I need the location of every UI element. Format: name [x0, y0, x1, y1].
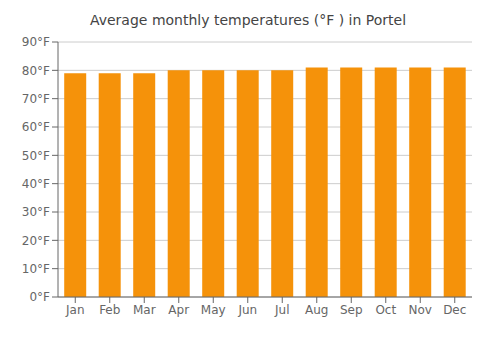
svg-text:Apr: Apr [168, 303, 189, 317]
svg-text:80°F: 80°F [22, 64, 50, 78]
svg-text:Mar: Mar [133, 303, 156, 317]
svg-text:60°F: 60°F [22, 120, 50, 134]
svg-text:40°F: 40°F [22, 177, 50, 191]
svg-text:Dec: Dec [443, 303, 466, 317]
svg-text:70°F: 70°F [22, 92, 50, 106]
svg-text:May: May [201, 303, 226, 317]
svg-text:Jun: Jun [237, 303, 257, 317]
svg-text:Oct: Oct [375, 303, 396, 317]
svg-text:10°F: 10°F [22, 262, 50, 276]
svg-text:30°F: 30°F [22, 205, 50, 219]
svg-text:Jul: Jul [274, 303, 289, 317]
svg-text:Aug: Aug [305, 303, 328, 317]
svg-text:Feb: Feb [99, 303, 120, 317]
svg-text:Jan: Jan [65, 303, 85, 317]
svg-text:0°F: 0°F [29, 290, 50, 304]
html-text:Average monthly temperatures (: Average monthly temperatures (°F ) in Po… [90, 12, 406, 28]
svg-text:90°F: 90°F [22, 35, 50, 49]
svg-text:50°F: 50°F [22, 149, 50, 163]
svg-text:Nov: Nov [409, 303, 432, 317]
svg-text:20°F: 20°F [22, 234, 50, 248]
svg-text:Sep: Sep [340, 303, 363, 317]
